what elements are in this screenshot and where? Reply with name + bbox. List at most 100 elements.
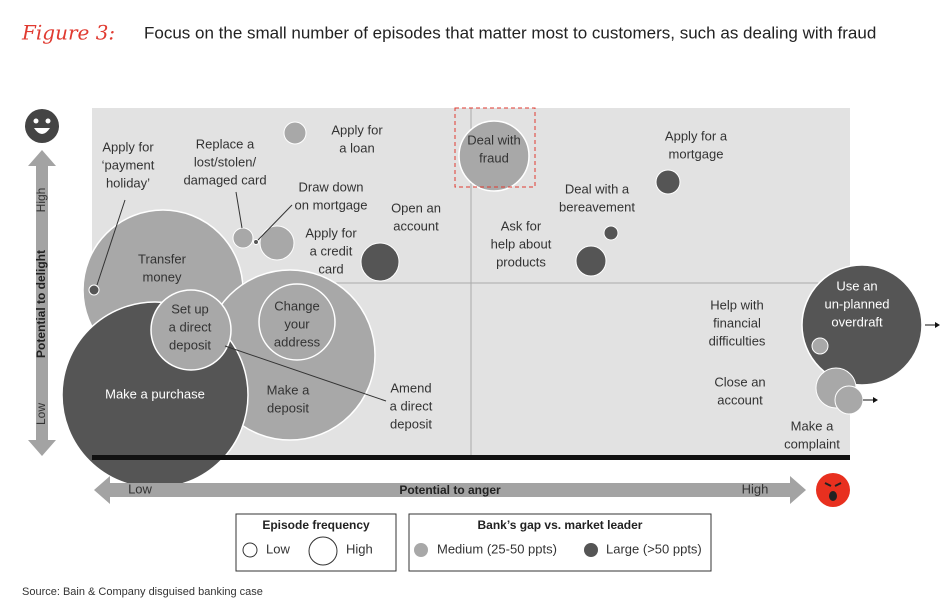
bubble (834, 385, 864, 415)
episode-label: a loan (339, 140, 374, 155)
episode-label: fraud (479, 150, 509, 165)
legend-swatch (584, 543, 598, 557)
episode-label: overdraft (831, 314, 883, 329)
episode-label: Apply for (102, 139, 154, 154)
leader-line (96, 199, 126, 286)
episode-label: deposit (390, 416, 432, 431)
highlight-box (454, 107, 536, 188)
legend-title: Bank’s gap vs. market leader (478, 518, 643, 532)
episode-label: Draw down (298, 179, 363, 194)
bubble (88, 284, 100, 296)
episode-label: account (717, 392, 763, 407)
legend-box (408, 513, 712, 572)
bubble (458, 120, 530, 192)
bubbles: Transfer money Make a deposit Make a purchas… (61, 120, 940, 489)
episode-label: a credit (310, 243, 353, 258)
episode-label: lost/stolen/ (194, 154, 257, 169)
episode-label: products (496, 254, 546, 269)
legend-swatch (414, 543, 428, 557)
leader-line (235, 191, 243, 229)
icon-eye (33, 118, 39, 124)
episode-label: Open an (391, 200, 441, 215)
legend-label: High (346, 541, 373, 556)
episode-label: Change (274, 298, 320, 313)
episode-label: address (274, 334, 321, 349)
episode-label: card (318, 261, 343, 276)
figure-label: Figure 3: (21, 21, 115, 45)
y-arrow (28, 150, 56, 456)
episode-label: Help with (710, 297, 763, 312)
episode-label: help about (491, 236, 552, 251)
leader-line (224, 345, 387, 402)
y-axis-label: Potential to delight (34, 250, 48, 358)
delight-icon (25, 109, 59, 143)
episode-label: ‘payment (102, 157, 155, 172)
episode-label: money (142, 269, 182, 284)
episode-label: deposit (169, 337, 211, 352)
episode-label: Close an (714, 374, 765, 389)
icon-mouth (34, 128, 50, 134)
bubble (253, 239, 259, 245)
bubble (150, 289, 232, 371)
episode-label: Deal with a (565, 181, 630, 196)
legend-title: Episode frequency (262, 518, 370, 532)
title: Focus on the small number of episodes th… (144, 23, 876, 42)
bubble (258, 283, 336, 361)
episode-label: a direct (169, 319, 212, 334)
episode-label: on mortgage (295, 197, 368, 212)
episode-label: holiday’ (106, 175, 150, 190)
episode-label: Make a purchase (105, 386, 205, 401)
bubble (801, 264, 923, 386)
leader-line (257, 204, 293, 241)
episode-label: Amend (390, 380, 431, 395)
bubble (360, 242, 400, 282)
episode-label: Ask for (501, 218, 542, 233)
episode-label: mortgage (669, 146, 724, 161)
x-high: High (742, 481, 769, 496)
bubble (575, 245, 607, 277)
episode-label: Transfer (138, 251, 187, 266)
bubble (232, 227, 254, 249)
episode-label: Apply for a (665, 128, 728, 143)
episode-label: Deal with (467, 132, 520, 147)
labels: Transfer money Make a deposit Make a purchas… (96, 122, 940, 451)
arrow-head (935, 322, 940, 328)
x-low: Low (128, 481, 152, 496)
episode-label: financial (713, 315, 761, 330)
episode-label: damaged card (183, 172, 266, 187)
icon-brows (824, 482, 842, 487)
x-axis-label: Potential to anger (399, 483, 501, 497)
episode-label: deposit (267, 400, 309, 415)
episode-label: difficulties (709, 333, 766, 348)
episode-label: bereavement (559, 199, 635, 214)
bubble (811, 337, 829, 355)
episode-label: a direct (390, 398, 433, 413)
bubble (259, 225, 295, 261)
episode-label: complaint (784, 436, 840, 451)
y-high: High (34, 188, 48, 213)
legend-swatch (308, 536, 338, 566)
episode-label: un-planned (824, 296, 889, 311)
arrow-head (873, 397, 878, 403)
bubble (603, 225, 619, 241)
episode-label: Apply for (331, 122, 383, 137)
icon-eye (45, 118, 51, 124)
legend-label: Large (>50 ppts) (606, 541, 702, 556)
source: Source: Bain & Company disguised banking… (22, 586, 263, 598)
episode-label: Make a (267, 382, 310, 397)
episode-label: Set up (171, 301, 209, 316)
episode-label: Make a (791, 418, 834, 433)
y-low: Low (34, 403, 48, 425)
bubble (283, 121, 307, 145)
anger-icon (816, 473, 850, 507)
bubble (655, 169, 681, 195)
baseline (92, 455, 850, 460)
episode-label: Apply for (305, 225, 357, 240)
episode-label: Use an (836, 278, 877, 293)
episode-label: your (284, 316, 310, 331)
legend-label: Medium (25-50 ppts) (437, 541, 557, 556)
episode-label: account (393, 218, 439, 233)
legend-label: Low (266, 541, 290, 556)
episode-label: Replace a (196, 136, 255, 151)
